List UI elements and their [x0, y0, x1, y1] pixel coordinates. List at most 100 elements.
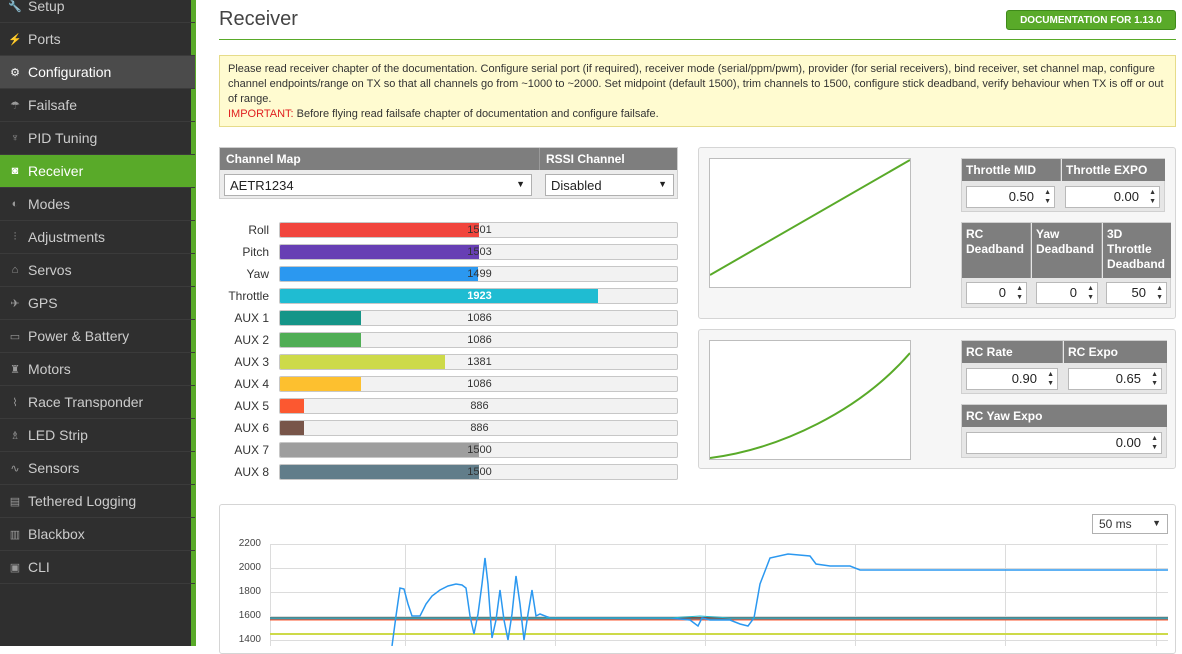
rssi-channel-value: Disabled — [551, 177, 602, 193]
battery-icon: ▭ — [9, 330, 21, 343]
channel-meter-fill — [280, 267, 479, 281]
sidebar-item-label: Motors — [28, 361, 71, 377]
servo-icon: ⌂ — [11, 264, 19, 276]
stepper-arrows-icon[interactable]: ▲ ▼ — [1044, 189, 1051, 205]
y-tick-label: 1400 — [238, 634, 261, 645]
rc-rate-input[interactable]: 0.90 ▲ ▼ — [966, 368, 1058, 390]
plug-icon: ⚡ — [8, 33, 22, 46]
sidebar-item-label: LED Strip — [28, 427, 88, 443]
sidebar-item-motors[interactable]: ♜ Motors — [0, 353, 195, 386]
channel-meter: 1503 — [279, 244, 678, 260]
channel-value: 1499 — [467, 268, 492, 280]
stepper-arrows-icon[interactable]: ▲ ▼ — [1151, 371, 1158, 387]
wrench-icon: 🔧 — [8, 0, 22, 13]
throttle-panel: Throttle MID Throttle EXPO 0.50 ▲ ▼ 0.00 ▲ ▼… — [698, 147, 1176, 319]
documentation-button[interactable]: DOCUMENTATION FOR 1.13.0 — [1006, 10, 1176, 30]
blackbox-icon: ▥ — [9, 528, 21, 541]
stepper-arrows-icon[interactable]: ▲ ▼ — [1149, 189, 1156, 205]
channel-value: 1086 — [467, 378, 492, 390]
sidebar-item-power-battery[interactable]: ▭ Power & Battery — [0, 320, 195, 353]
channel-meter: 1499 — [279, 266, 678, 282]
channel-value: 1086 — [467, 312, 492, 324]
channel-meter-fill — [280, 311, 362, 325]
channel-label: Yaw — [246, 267, 269, 281]
channel-value: 1500 — [467, 444, 492, 456]
channel-label: Pitch — [242, 245, 269, 259]
throttle-3d-deadband-input[interactable]: 50 ▲ ▼ — [1106, 282, 1167, 304]
chevron-down-icon: ▼ — [1152, 518, 1161, 528]
sidebar-item-modes[interactable]: ◐ Modes — [0, 188, 195, 221]
throttle-3d-deadband-label: 3D Throttle Deadband — [1103, 223, 1171, 278]
channel-label: Roll — [248, 223, 269, 237]
gear-icon: ⚙ — [10, 66, 20, 79]
sidebar-item-tethered-logging[interactable]: ▤ Tethered Logging — [0, 485, 195, 518]
stepper-arrows-icon[interactable]: ▲ ▼ — [1087, 285, 1094, 301]
rate-curve — [709, 340, 911, 460]
channel-row: Throttle 1923 — [201, 288, 679, 304]
channel-meter-fill — [280, 355, 445, 369]
channel-map-input[interactable]: AETR1234 ▼ — [224, 174, 532, 196]
channel-value: 1381 — [467, 356, 492, 368]
stepper-arrows-icon[interactable]: ▲ ▼ — [1151, 435, 1158, 451]
sidebar-item-gps[interactable]: ✈ GPS — [0, 287, 195, 320]
sidebar-item-receiver[interactable]: ◙ Receiver — [0, 155, 195, 188]
sidebar-item-label: Blackbox — [28, 526, 85, 542]
channel-row: Yaw 1499 — [201, 266, 679, 282]
channel-meter-fill — [280, 443, 479, 457]
sidebar-item-ports[interactable]: ⚡ Ports — [0, 23, 195, 56]
rssi-channel-select[interactable]: Disabled ▼ — [545, 174, 674, 196]
sidebar-item-label: Adjustments — [28, 229, 106, 245]
rate-curve-graph — [709, 352, 911, 459]
rc-expo-value: 0.65 — [1115, 371, 1141, 386]
channel-label: AUX 4 — [234, 377, 269, 391]
transponder-icon: ⌇ — [12, 396, 18, 409]
sidebar-item-configuration[interactable]: ⚙ Configuration — [0, 56, 195, 89]
throttle-trace — [391, 553, 1168, 646]
sidebar-item-adjustments[interactable]: ⫶ Adjustments — [0, 221, 195, 254]
sidebar-item-label: Race Transponder — [28, 394, 144, 410]
y-tick-label: 1800 — [238, 586, 261, 597]
channel-meter: 1500 — [279, 464, 678, 480]
throttle-expo-input[interactable]: 0.00 ▲ ▼ — [1065, 186, 1160, 208]
throttle-curve — [709, 158, 911, 288]
sidebar-item-sensors[interactable]: ∿ Sensors — [0, 452, 195, 485]
rc-rate-expo-table: RC Rate RC Expo 0.90 ▲ ▼ 0.65 ▲ ▼ — [961, 340, 1167, 394]
sidebar-item-pid-tuning[interactable]: ♆ PID Tuning — [0, 122, 195, 155]
sidebar-item-setup[interactable]: 🔧 Setup — [0, 0, 195, 23]
note-important-label: IMPORTANT: — [228, 108, 294, 120]
channel-meter-fill — [280, 465, 479, 479]
sidebar-item-cli[interactable]: ▣ CLI — [0, 551, 195, 584]
channel-meter-fill — [280, 245, 480, 259]
throttle-mid-input[interactable]: 0.50 ▲ ▼ — [966, 186, 1055, 208]
sidebar-item-label: Servos — [28, 262, 72, 278]
sidebar-item-failsafe[interactable]: ☂ Failsafe — [0, 89, 195, 122]
rc-expo-input[interactable]: 0.65 ▲ ▼ — [1068, 368, 1162, 390]
stepper-arrows-icon[interactable]: ▲ ▼ — [1047, 371, 1054, 387]
yaw-deadband-value: 0 — [1069, 285, 1077, 300]
channel-meter: 1086 — [279, 376, 678, 392]
rc-expo-label: RC Expo — [1064, 341, 1167, 363]
channel-row: AUX 3 1381 — [201, 354, 679, 370]
channel-meter-fill — [280, 289, 599, 303]
rc-yaw-expo-input[interactable]: 0.00 ▲ ▼ — [966, 432, 1162, 454]
stepper-arrows-icon[interactable]: ▲ ▼ — [1016, 285, 1023, 301]
channel-map-value: AETR1234 — [230, 177, 294, 193]
refresh-rate-select[interactable]: 50 ms ▼ — [1092, 514, 1168, 534]
note-important-text: Before flying read failsafe chapter of d… — [293, 108, 659, 120]
sidebar-item-label: PID Tuning — [28, 130, 98, 146]
channel-label: AUX 3 — [234, 355, 269, 369]
sidebar-item-led-strip[interactable]: ♗ LED Strip — [0, 419, 195, 452]
y-tick-label: 1600 — [238, 610, 261, 621]
rc-deadband-input[interactable]: 0 ▲ ▼ — [966, 282, 1027, 304]
rc-rate-label: RC Rate — [962, 341, 1063, 363]
keyboard-icon: ▤ — [9, 495, 21, 508]
refresh-rate-value: 50 ms — [1099, 517, 1132, 531]
sidebar-item-race-transponder[interactable]: ⌇ Race Transponder — [0, 386, 195, 419]
yaw-deadband-input[interactable]: 0 ▲ ▼ — [1036, 282, 1098, 304]
channel-meter-fill — [280, 377, 362, 391]
throttle-mid-label: Throttle MID — [962, 159, 1061, 181]
sidebar-item-blackbox[interactable]: ▥ Blackbox — [0, 518, 195, 551]
channel-map-header-row: Channel Map RSSI Channel — [220, 148, 677, 170]
stepper-arrows-icon[interactable]: ▲ ▼ — [1156, 285, 1163, 301]
sidebar-item-servos[interactable]: ⌂ Servos — [0, 254, 195, 287]
